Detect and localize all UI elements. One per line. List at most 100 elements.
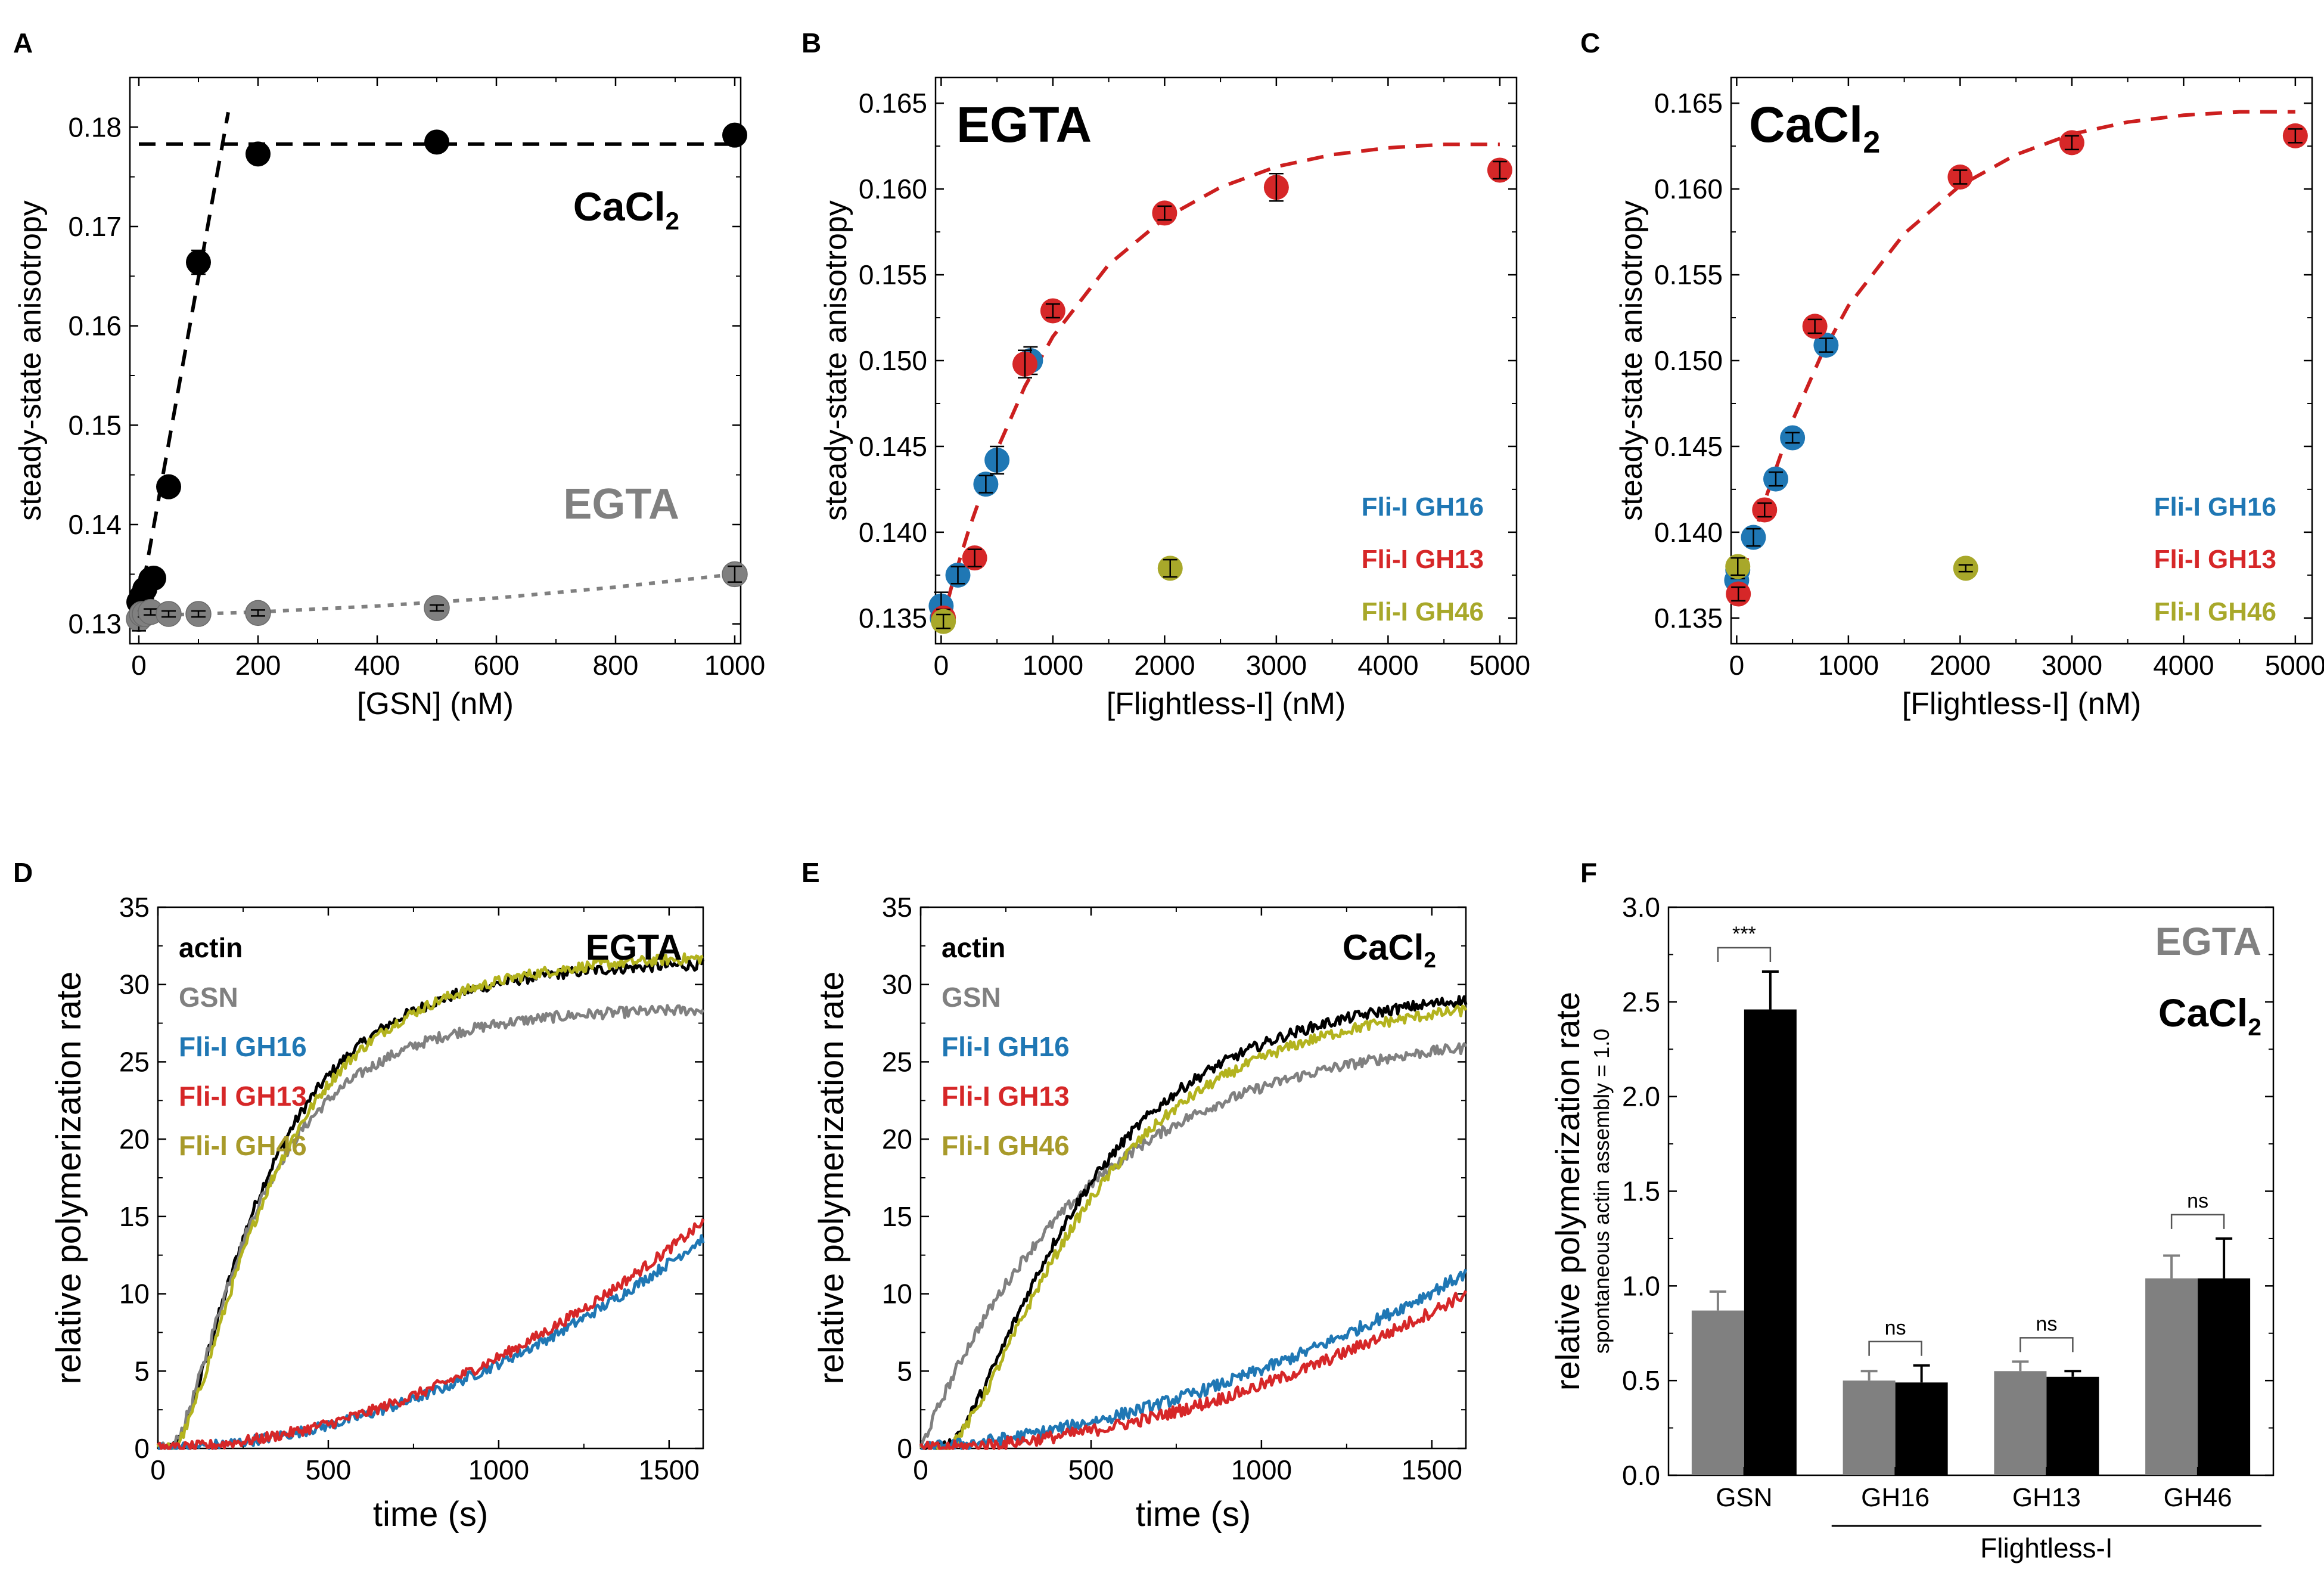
chart-panel-c: 0.135 0.140 0.145 0.150 0.155 0.160 0.165 0 1000… <box>1614 76 2324 721</box>
y-axis-label: relative polymerization rate <box>1549 992 1586 1391</box>
y-tick-label: 1.5 <box>1622 1176 1660 1207</box>
panel-letter-e: E <box>801 857 820 888</box>
x-axis-label: time (s) <box>1136 1495 1251 1534</box>
x-axis-label: [Flightless-I] (nM) <box>1107 687 1346 721</box>
bar <box>1994 1371 2047 1475</box>
annotation-cacl2: CaCl2 <box>2158 991 2261 1041</box>
annotation-egta-main: EGTA <box>586 927 682 967</box>
significance-label: ns <box>1885 1317 1906 1339</box>
x-tick-label: 0 <box>1729 650 1745 681</box>
x-tick-label: 200 <box>235 650 281 681</box>
y-tick-label: 0.140 <box>859 517 927 548</box>
annotation-cacl-main: CaCl <box>1749 97 1863 153</box>
annotation-cacl: CaCl2 <box>1343 927 1436 972</box>
x-tick-label: 5000 <box>1469 650 1530 681</box>
chart-panel-b: 0.135 0.140 0.145 0.150 0.155 0.160 0.165 0 1000… <box>819 76 1530 721</box>
significance-label: ns <box>2036 1313 2057 1335</box>
x-tick-label: GH16 <box>1861 1483 1930 1512</box>
panel-letter-a: A <box>13 27 33 58</box>
x-tick-label: 2000 <box>1134 650 1195 681</box>
bar <box>1691 1310 1744 1475</box>
legend-entry: Fli-I GH46 <box>942 1130 1070 1161</box>
y-tick-label: 5 <box>134 1355 150 1386</box>
x-tick-label: 600 <box>474 650 520 681</box>
series-line <box>157 1218 705 1450</box>
y-tick-label: 0.150 <box>859 345 927 376</box>
legend-entry: Fli-I GH13 <box>942 1081 1070 1112</box>
chart-panel-e: 0 5 10 15 20 25 30 35 0 500 1000 1500 time (s) relati… <box>812 892 1468 1534</box>
y-tick-label: 0.165 <box>859 88 927 119</box>
bar <box>1843 1380 1896 1475</box>
x-tick-label: GSN <box>1716 1483 1772 1512</box>
y-tick-label: 0.140 <box>1654 517 1723 548</box>
y-tick-label: 0.13 <box>68 609 122 640</box>
legend-entry: Fli-I GH16 <box>179 1031 307 1062</box>
annotation-cacl-main: CaCl <box>573 184 666 229</box>
x-tick-label: 1000 <box>704 650 765 681</box>
x-tick-label: 5000 <box>2265 650 2324 681</box>
chart-panel-f: 0.0 0.5 1.0 1.5 2.0 2.5 3.0 GSN *** GH16 ns GH13 ns G… <box>1549 892 2275 1563</box>
annotation-cacl2-main: CaCl <box>2158 991 2248 1035</box>
y-tick-label: 15 <box>882 1201 912 1232</box>
x-tick-label: 0 <box>131 650 147 681</box>
y-tick-label: 0.160 <box>859 173 927 204</box>
y-tick-label: 30 <box>119 969 150 1000</box>
annotation-cacl-subscript: 2 <box>1863 125 1880 160</box>
annotation-egta-main: EGTA <box>2155 919 2261 963</box>
fit-line <box>138 572 735 618</box>
legend-entry: Fli-I GH16 <box>1362 492 1484 522</box>
plot-frame <box>129 76 742 645</box>
y-tick-label: 0.145 <box>1654 431 1723 462</box>
bar <box>2198 1278 2251 1475</box>
annotation-cacl-subscript: 2 <box>1424 948 1436 972</box>
y-tick-label: 1.0 <box>1622 1270 1660 1301</box>
y-tick-label: 0.155 <box>1654 259 1723 290</box>
y-tick-label: 0.165 <box>1654 88 1723 119</box>
y-tick-label: 0.16 <box>68 311 122 342</box>
panel-letter-d: D <box>13 857 33 888</box>
legend-entry: Fli-I GH13 <box>179 1081 307 1112</box>
annotation-egta: EGTA <box>2155 919 2261 963</box>
annotation-egta-main: EGTA <box>563 480 679 528</box>
legend-entry: actin <box>179 932 243 963</box>
x-tick-label: 800 <box>593 650 639 681</box>
bar <box>1744 1009 1797 1475</box>
y-tick-label: 0.155 <box>859 259 927 290</box>
x-tick-label: 500 <box>306 1454 352 1485</box>
y-tick-label: 0 <box>134 1433 150 1464</box>
y-tick-label: 20 <box>119 1124 150 1155</box>
significance-bracket <box>1717 947 1772 963</box>
series-line <box>921 995 1468 1450</box>
significance-bracket <box>1868 1341 1922 1356</box>
y-tick-label: 0.150 <box>1654 345 1723 376</box>
y-tick-label: 0.14 <box>68 509 122 540</box>
x-tick-label: 500 <box>1068 1454 1114 1485</box>
annotation-cacl-main: CaCl <box>1343 927 1424 967</box>
chart-panel-d: 0 5 10 15 20 25 30 35 0 500 1000 1500 time (s) relati… <box>49 892 705 1534</box>
x-tick-label: GH13 <box>2012 1483 2081 1512</box>
y-axis-label: steady-state anisotropy <box>1614 200 1649 521</box>
x-axis-label: [GSN] (nM) <box>357 687 514 721</box>
y-tick-label: 3.0 <box>1622 892 1660 923</box>
chart-panel-a: 0.13 0.14 0.15 0.16 0.17 0.18 0 200 400 600 800 100… <box>13 76 765 721</box>
y-axis-label: relative polymerization rate <box>49 971 88 1384</box>
annotation-cacl: CaCl2 <box>1749 97 1880 160</box>
y-tick-label: 25 <box>882 1046 912 1077</box>
bar <box>2145 1278 2198 1475</box>
y-tick-label: 10 <box>882 1279 912 1310</box>
y-tick-label: 2.0 <box>1622 1081 1660 1112</box>
y-tick-label: 0 <box>897 1433 912 1464</box>
fit-line <box>137 111 230 610</box>
significance-label: *** <box>1732 923 1756 945</box>
y-tick-label: 0.135 <box>859 603 927 634</box>
annotation-cacl: CaCl2 <box>573 184 679 235</box>
y-tick-label: 15 <box>119 1201 150 1232</box>
x-tick-label: 2000 <box>1930 650 1990 681</box>
y-tick-label: 35 <box>119 892 150 923</box>
x-tick-label: 4000 <box>1357 650 1418 681</box>
y-tick-label: 0.17 <box>68 211 122 242</box>
x-tick-label: 1500 <box>639 1454 700 1485</box>
x-tick-label: 0 <box>934 650 949 681</box>
